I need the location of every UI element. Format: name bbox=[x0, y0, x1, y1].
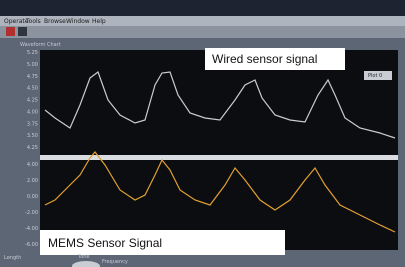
y-tick-label: 5.00 bbox=[27, 62, 38, 68]
chart-label: Waveform Chart bbox=[20, 42, 61, 48]
y-tick-label: -2.00 bbox=[25, 210, 38, 216]
y-tick-label: 3.50 bbox=[27, 133, 38, 139]
plot-legend: Plot 0 bbox=[368, 73, 382, 79]
y-tick-label: 5.25 bbox=[27, 50, 38, 56]
title-bar bbox=[0, 0, 405, 16]
y-tick-label: 4.75 bbox=[27, 74, 38, 80]
run-button[interactable] bbox=[6, 27, 15, 36]
menu-item[interactable]: Help bbox=[92, 18, 106, 25]
menu-item[interactable]: Window bbox=[66, 18, 90, 25]
y-tick-label: 4.25 bbox=[27, 98, 38, 104]
plot-separator bbox=[40, 155, 398, 160]
y-tick-label: 0.00 bbox=[27, 194, 38, 200]
page: OperateToolsBrowseWindowHelp Waveform Ch… bbox=[0, 0, 405, 267]
y-tick-label: 4.50 bbox=[27, 86, 38, 92]
bottom-caption: MEMS Sensor Signal bbox=[48, 236, 162, 250]
menu-item[interactable]: Operate bbox=[4, 18, 29, 25]
screen-photo: OperateToolsBrowseWindowHelp Waveform Ch… bbox=[0, 0, 405, 267]
top-caption: Wired sensor signal bbox=[212, 52, 317, 66]
menu-item[interactable]: Browse bbox=[44, 18, 66, 25]
control-label: Frequency bbox=[102, 259, 128, 265]
menu-item[interactable]: Tools bbox=[25, 18, 41, 25]
pause-button[interactable] bbox=[18, 27, 27, 36]
y-tick-label: -6.00 bbox=[25, 242, 38, 248]
y-tick-label: 4.25 bbox=[27, 145, 38, 151]
y-tick-label: 4.00 bbox=[27, 109, 38, 115]
y-tick-label: 2.00 bbox=[27, 178, 38, 184]
control-label: Tone bbox=[77, 254, 90, 260]
control-label: Length bbox=[4, 255, 21, 261]
y-tick-label: 4.00 bbox=[27, 162, 38, 168]
y-tick-label: 3.75 bbox=[27, 121, 38, 127]
y-tick-label: -4.00 bbox=[25, 226, 38, 232]
toolbar bbox=[0, 26, 405, 38]
